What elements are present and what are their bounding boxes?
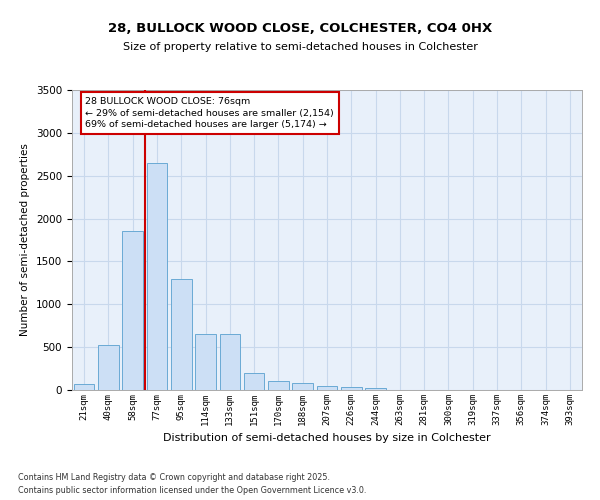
Bar — [171, 278, 191, 390]
Text: 28, BULLOCK WOOD CLOSE, COLCHESTER, CO4 0HX: 28, BULLOCK WOOD CLOSE, COLCHESTER, CO4 … — [108, 22, 492, 36]
Text: Contains HM Land Registry data © Crown copyright and database right 2025.
Contai: Contains HM Land Registry data © Crown c… — [18, 474, 367, 495]
Bar — [292, 382, 313, 390]
Text: 28 BULLOCK WOOD CLOSE: 76sqm
← 29% of semi-detached houses are smaller (2,154)
6: 28 BULLOCK WOOD CLOSE: 76sqm ← 29% of se… — [85, 97, 334, 130]
Text: Size of property relative to semi-detached houses in Colchester: Size of property relative to semi-detach… — [122, 42, 478, 52]
Bar — [146, 163, 167, 390]
Bar — [317, 386, 337, 390]
Bar — [122, 232, 143, 390]
Bar — [195, 334, 216, 390]
Bar — [74, 384, 94, 390]
Bar — [98, 344, 119, 390]
Bar — [244, 373, 265, 390]
X-axis label: Distribution of semi-detached houses by size in Colchester: Distribution of semi-detached houses by … — [163, 434, 491, 444]
Bar — [365, 388, 386, 390]
Y-axis label: Number of semi-detached properties: Number of semi-detached properties — [20, 144, 31, 336]
Bar — [341, 388, 362, 390]
Bar — [220, 334, 240, 390]
Bar — [268, 380, 289, 390]
